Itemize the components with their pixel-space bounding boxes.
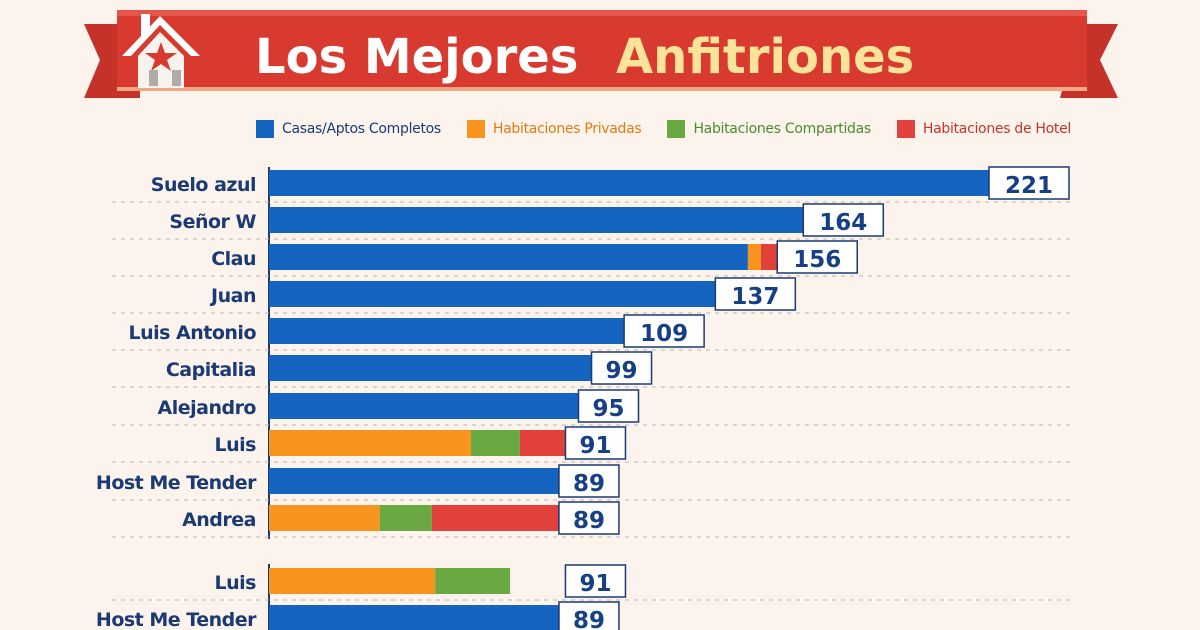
bar-segment-casas-aptos-completos xyxy=(269,207,804,233)
category-label: Capitalia xyxy=(166,359,256,381)
banner-title-part1: Los Mejores xyxy=(255,29,578,85)
value-label: 221 xyxy=(1005,173,1053,199)
bar-segment-habitaciones-de-hotel xyxy=(760,244,778,270)
value-label-box xyxy=(564,564,627,598)
legend-item: Habitaciones de Hotel xyxy=(896,120,1071,138)
value-label: 91 xyxy=(579,571,611,597)
bar-segment-habitaciones-privadas xyxy=(269,430,471,456)
value-label: 95 xyxy=(592,396,624,422)
category-label: Host Me Tender xyxy=(96,472,257,494)
category-label: Clau xyxy=(211,248,256,270)
value-label-box xyxy=(623,314,705,348)
value-label-box xyxy=(558,501,620,535)
value-label-box xyxy=(564,426,627,460)
legend-swatch xyxy=(667,120,686,138)
bar-segment-casas-aptos-completos xyxy=(269,281,716,307)
legend-item: Casas/Aptos Completos xyxy=(256,120,441,138)
value-label-box xyxy=(590,351,653,385)
bar-segment-habitaciones-privadas xyxy=(269,568,436,594)
bar-segment-casas-aptos-completos xyxy=(269,318,625,344)
value-label: 109 xyxy=(640,321,688,347)
bar-segment-habitaciones-de-hotel xyxy=(431,505,559,531)
value-label: 89 xyxy=(573,508,605,534)
value-label-box xyxy=(988,166,1070,200)
value-label-box xyxy=(558,601,620,630)
bar-segment-casas-aptos-completos xyxy=(269,355,592,381)
value-label: 164 xyxy=(819,210,867,236)
house-star-icon xyxy=(122,14,200,88)
legend-label: Casas/Aptos Completos xyxy=(282,121,441,137)
category-label: Host Me Tender xyxy=(96,609,257,630)
bar-segment-habitaciones-compartidas xyxy=(470,430,520,456)
value-label-box xyxy=(802,203,885,237)
bar-segment-habitaciones-de-hotel xyxy=(519,430,566,456)
category-label: Luis xyxy=(215,434,257,456)
title-banner: Los Mejores Anfitriones xyxy=(84,10,1118,98)
bar-segment-habitaciones-privadas xyxy=(747,244,761,270)
category-label: Juan xyxy=(209,285,256,307)
stacked-bar-chart: Suelo azul 221 Señor W 164 Clau 156 Juan 137 Lui… xyxy=(96,166,1070,630)
value-label: 137 xyxy=(731,284,779,310)
category-label: Andrea xyxy=(182,509,256,531)
legend-label: Habitaciones Compartidas xyxy=(693,121,871,137)
bar-segment-casas-aptos-completos xyxy=(269,605,559,630)
category-label: Alejandro xyxy=(158,397,257,419)
value-label: 99 xyxy=(606,358,638,384)
value-label: 89 xyxy=(573,471,605,497)
value-label-box xyxy=(776,240,858,274)
value-label: 156 xyxy=(793,247,841,273)
value-label-box xyxy=(558,464,620,498)
bar-segment-casas-aptos-completos xyxy=(269,468,559,494)
bar-segment-habitaciones-compartidas xyxy=(435,568,511,594)
ribbon-body xyxy=(117,10,1087,90)
value-label-box xyxy=(577,389,640,423)
bar-segment-casas-aptos-completos xyxy=(269,244,748,270)
bar-segment-casas-aptos-completos xyxy=(269,170,989,196)
legend-swatch xyxy=(896,120,915,138)
legend-label: Habitaciones Privadas xyxy=(492,121,642,137)
legend-item: Habitaciones Privadas xyxy=(466,120,642,138)
legend-label: Habitaciones de Hotel xyxy=(922,121,1071,137)
value-label-box xyxy=(714,277,797,311)
category-label: Luis Antonio xyxy=(128,322,256,344)
value-label: 89 xyxy=(573,608,605,630)
legend-item: Habitaciones Compartidas xyxy=(667,120,871,138)
value-label: 91 xyxy=(579,433,611,459)
category-label: Suelo azul xyxy=(151,174,256,196)
legend-swatch xyxy=(466,120,485,138)
bar-segment-habitaciones-privadas xyxy=(269,505,380,531)
legend-swatch xyxy=(256,120,274,138)
banner-title-part2: Anfitriones xyxy=(616,29,914,85)
category-label: Señor W xyxy=(169,211,256,233)
bar-segment-casas-aptos-completos xyxy=(269,393,579,419)
bar-segment-habitaciones-compartidas xyxy=(379,505,432,531)
ribbon-edge xyxy=(117,87,1087,91)
category-label: Luis xyxy=(215,572,257,594)
chart-legend: Casas/Aptos Completos Habitaciones Privad… xyxy=(256,117,1097,141)
ribbon-highlight xyxy=(117,10,1087,16)
